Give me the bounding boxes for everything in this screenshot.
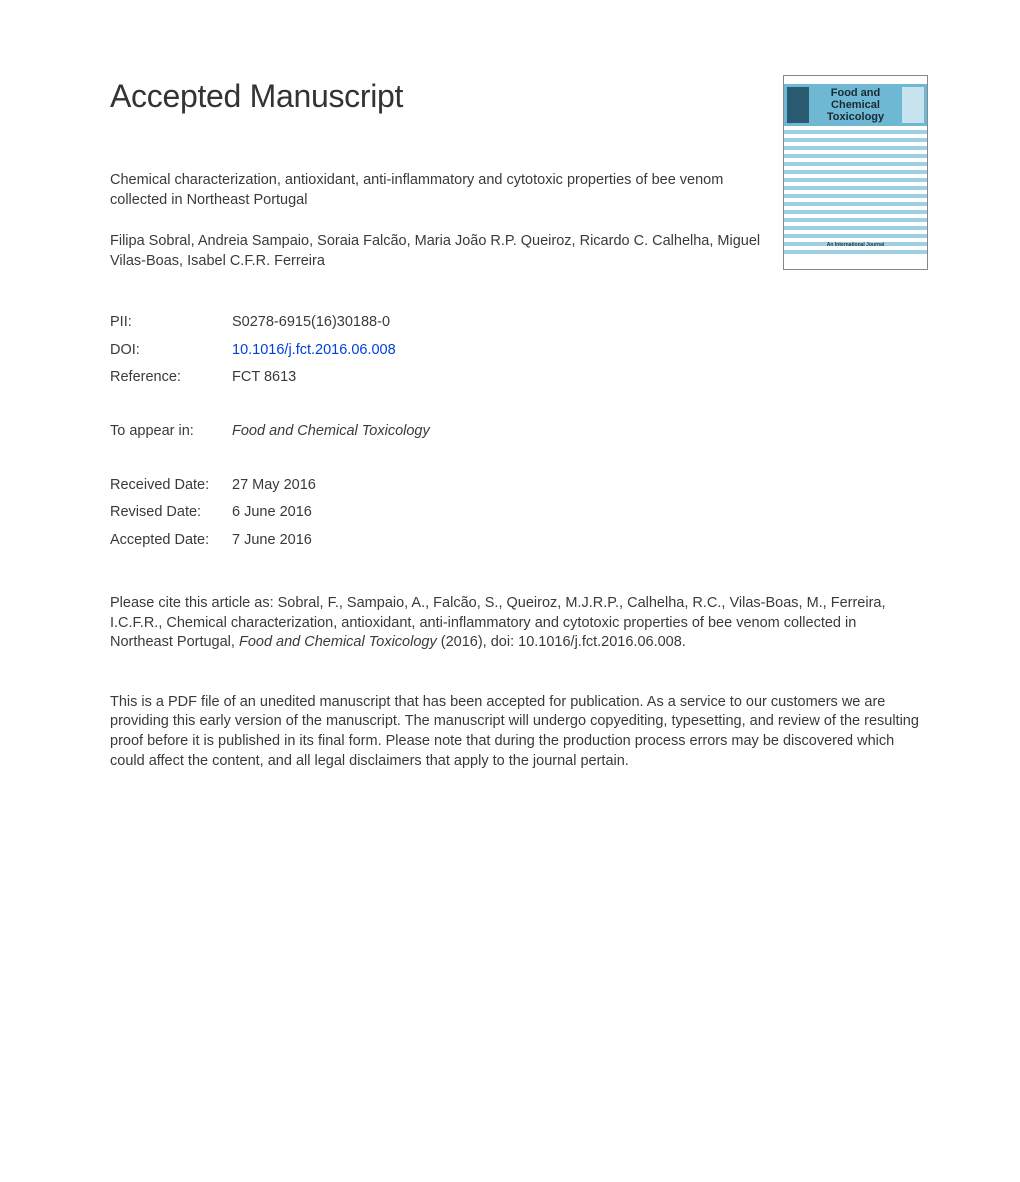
pii-value: S0278-6915(16)30188-0 xyxy=(232,313,390,333)
pii-row: PII: S0278-6915(16)30188-0 xyxy=(110,309,928,337)
revised-value: 6 June 2016 xyxy=(232,503,312,523)
to-appear-block: To appear in: Food and Chemical Toxicolo… xyxy=(110,418,928,446)
dates-table: Received Date: 27 May 2016 Revised Date:… xyxy=(110,472,928,555)
to-appear-journal: Food and Chemical Toxicology xyxy=(232,422,430,442)
reference-value: FCT 8613 xyxy=(232,368,296,388)
reference-row: Reference: FCT 8613 xyxy=(110,364,928,392)
cover-mast-left-block xyxy=(787,87,809,123)
cover-masthead: Food andChemicalToxicology xyxy=(784,84,927,126)
page-root: Accepted Manuscript Food andChemicalToxi… xyxy=(0,0,1020,831)
doi-link[interactable]: 10.1016/j.fct.2016.06.008 xyxy=(232,341,396,361)
cover-footer-text: An International Journal xyxy=(784,242,927,248)
journal-cover-thumbnail: Food andChemicalToxicology An Internatio… xyxy=(783,75,928,270)
accepted-label: Accepted Date: xyxy=(110,531,232,551)
cover-journal-title: Food andChemicalToxicology xyxy=(827,87,884,123)
accepted-value: 7 June 2016 xyxy=(232,531,312,551)
received-value: 27 May 2016 xyxy=(232,476,316,496)
received-row: Received Date: 27 May 2016 xyxy=(110,472,928,500)
revised-row: Revised Date: 6 June 2016 xyxy=(110,499,928,527)
pdf-disclaimer: This is a PDF file of an unedited manusc… xyxy=(110,693,920,771)
citation-suffix: (2016), doi: 10.1016/j.fct.2016.06.008. xyxy=(437,634,686,650)
to-appear-label: To appear in: xyxy=(110,422,232,442)
doi-label: DOI: xyxy=(110,341,232,361)
citation-block: Please cite this article as: Sobral, F.,… xyxy=(110,594,910,653)
cover-stripes-area: An International Journal xyxy=(784,126,927,254)
article-title: Chemical characterization, antioxidant, … xyxy=(110,171,730,210)
doi-row: DOI: 10.1016/j.fct.2016.06.008 xyxy=(110,337,928,365)
identifier-table: PII: S0278-6915(16)30188-0 DOI: 10.1016/… xyxy=(110,309,928,392)
pii-label: PII: xyxy=(110,313,232,333)
cover-mast-right-block xyxy=(902,87,924,123)
reference-label: Reference: xyxy=(110,368,232,388)
cover-top-strip xyxy=(784,76,927,84)
accepted-row: Accepted Date: 7 June 2016 xyxy=(110,527,928,555)
citation-journal: Food and Chemical Toxicology xyxy=(239,634,437,650)
received-label: Received Date: xyxy=(110,476,232,496)
to-appear-row: To appear in: Food and Chemical Toxicolo… xyxy=(110,418,928,446)
authors-list: Filipa Sobral, Andreia Sampaio, Soraia F… xyxy=(110,232,790,271)
revised-label: Revised Date: xyxy=(110,503,232,523)
